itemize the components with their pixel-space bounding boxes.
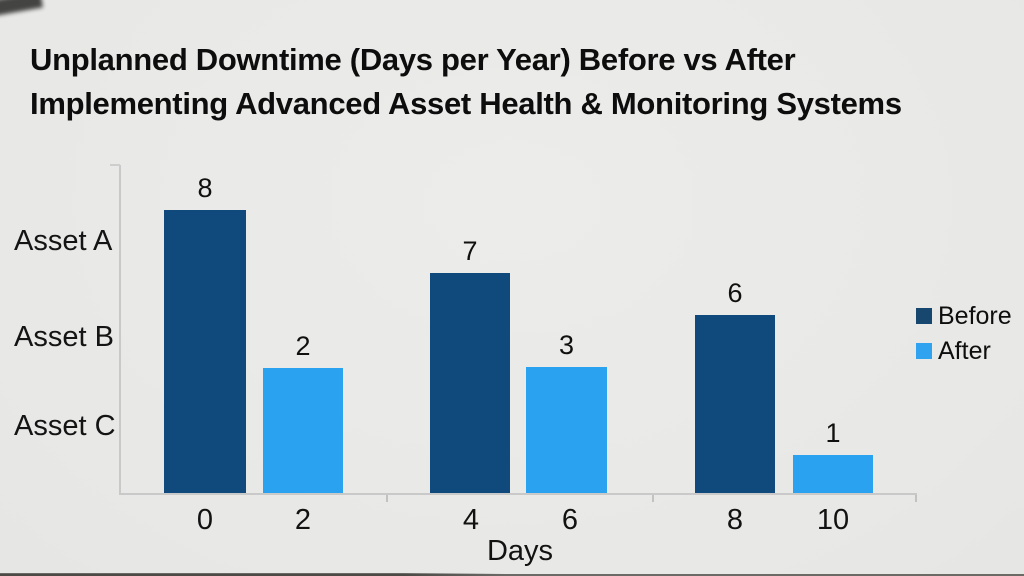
row-label-asset-a: Asset A	[14, 225, 113, 257]
chart-title: Unplanned Downtime (Days per Year) Befor…	[30, 38, 1010, 126]
x-tick-label-0: 0	[196, 504, 214, 536]
bar-value-label: 3	[558, 330, 575, 360]
x-tick-label-2: 2	[294, 504, 312, 536]
y-axis-line	[119, 165, 121, 494]
bar-after-group1: 2	[263, 333, 343, 493]
x-tick-label-4: 4	[462, 504, 480, 536]
bar-after-group2: 3	[526, 332, 607, 493]
x-axis-line	[119, 493, 917, 495]
bar-value-label: 8	[197, 173, 213, 203]
legend-entry-before: Before	[916, 302, 1012, 330]
legend-entry-after: After	[916, 337, 1012, 365]
bar-before-group3: 6	[695, 280, 775, 493]
x-axis-tick	[915, 495, 917, 502]
bottom-edge-artifact	[0, 574, 1024, 576]
row-label-asset-c: Asset C	[14, 410, 116, 442]
x-axis-tick	[386, 495, 388, 502]
top-left-smudge-artifact	[0, 0, 43, 17]
x-axis-tick	[652, 495, 654, 502]
bar-before-group1: 8	[164, 175, 246, 493]
x-axis-title: Days	[486, 535, 554, 567]
legend-before-swatch-icon	[916, 308, 932, 324]
bar-before-group2: 7	[430, 238, 510, 493]
bar-after-group3: 1	[793, 420, 873, 493]
x-tick-label-8: 8	[726, 504, 744, 536]
bar-value-label: 2	[295, 331, 311, 361]
legend-before-label: Before	[938, 302, 1012, 330]
bar-value-label: 6	[727, 278, 743, 308]
bar-value-label: 7	[462, 236, 478, 266]
bar-value-label: 1	[825, 418, 841, 448]
legend-after-label: After	[938, 337, 991, 365]
legend: Before After	[916, 302, 1012, 365]
chart-title-line1: Unplanned Downtime (Days per Year) Befor…	[30, 42, 796, 77]
x-tick-label-6: 6	[561, 504, 579, 536]
y-axis-top-tick	[110, 164, 120, 166]
x-tick-label-10: 10	[816, 504, 850, 536]
row-label-asset-b: Asset B	[14, 321, 114, 353]
legend-after-swatch-icon	[916, 343, 932, 359]
bottom-left-edge-artifact	[0, 573, 505, 576]
chart-title-line2: Implementing Advanced Asset Health & Mon…	[30, 86, 902, 121]
